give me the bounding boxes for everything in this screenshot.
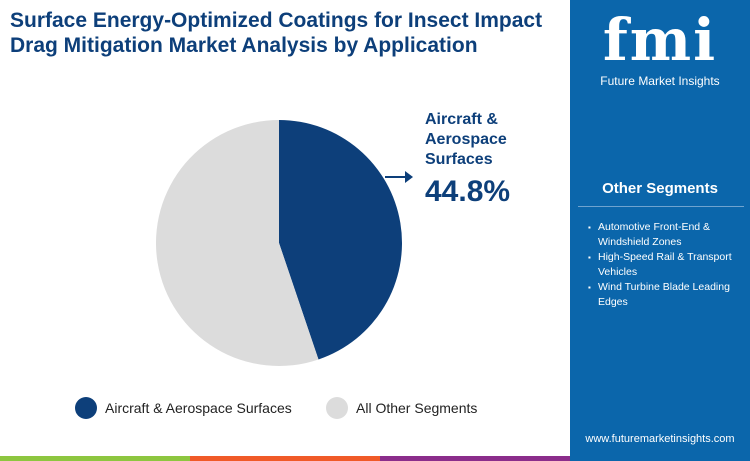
list-item: High-Speed Rail & Transport Vehicles	[588, 250, 748, 280]
fmi-logo: fmi Future Market Insights	[570, 0, 750, 100]
pie-slice-aircraft	[279, 120, 402, 360]
chart-title: Surface Energy-Optimized Coatings for In…	[10, 9, 543, 57]
footer-bar-green	[0, 456, 190, 461]
footer-bar-orange	[190, 456, 380, 461]
list-item: Automotive Front-End & Windshield Zones	[588, 220, 748, 250]
brand-name: Future Market Insights	[600, 74, 720, 88]
legend-item-aircraft: Aircraft & Aerospace Surfaces	[75, 397, 292, 419]
legend-label: Aircraft & Aerospace Surfaces	[105, 400, 292, 416]
callout-value: 44.8%	[425, 175, 511, 208]
other-segments-list: Automotive Front-End & Windshield Zones …	[588, 220, 748, 310]
side-panel: fmi Future Market Insights Other Segment…	[570, 0, 750, 461]
legend-swatch	[75, 397, 97, 419]
legend-swatch	[326, 397, 348, 419]
divider	[578, 206, 744, 207]
legend-label: All Other Segments	[356, 400, 478, 416]
pie-slice-other	[155, 120, 319, 367]
website-link[interactable]: www.futuremarketinsights.com	[585, 433, 735, 445]
callout-arrowhead-icon	[405, 171, 413, 183]
other-segments-heading: Other Segments	[602, 180, 718, 197]
callout-label: Aircraft & Aerospace Surfaces	[425, 111, 507, 168]
legend-item-other: All Other Segments	[326, 397, 477, 419]
footer-bar-purple	[380, 456, 570, 461]
pie-chart	[155, 120, 402, 367]
list-item: Wind Turbine Blade Leading Edges	[588, 280, 748, 310]
callout-arrow-icon	[385, 176, 409, 178]
